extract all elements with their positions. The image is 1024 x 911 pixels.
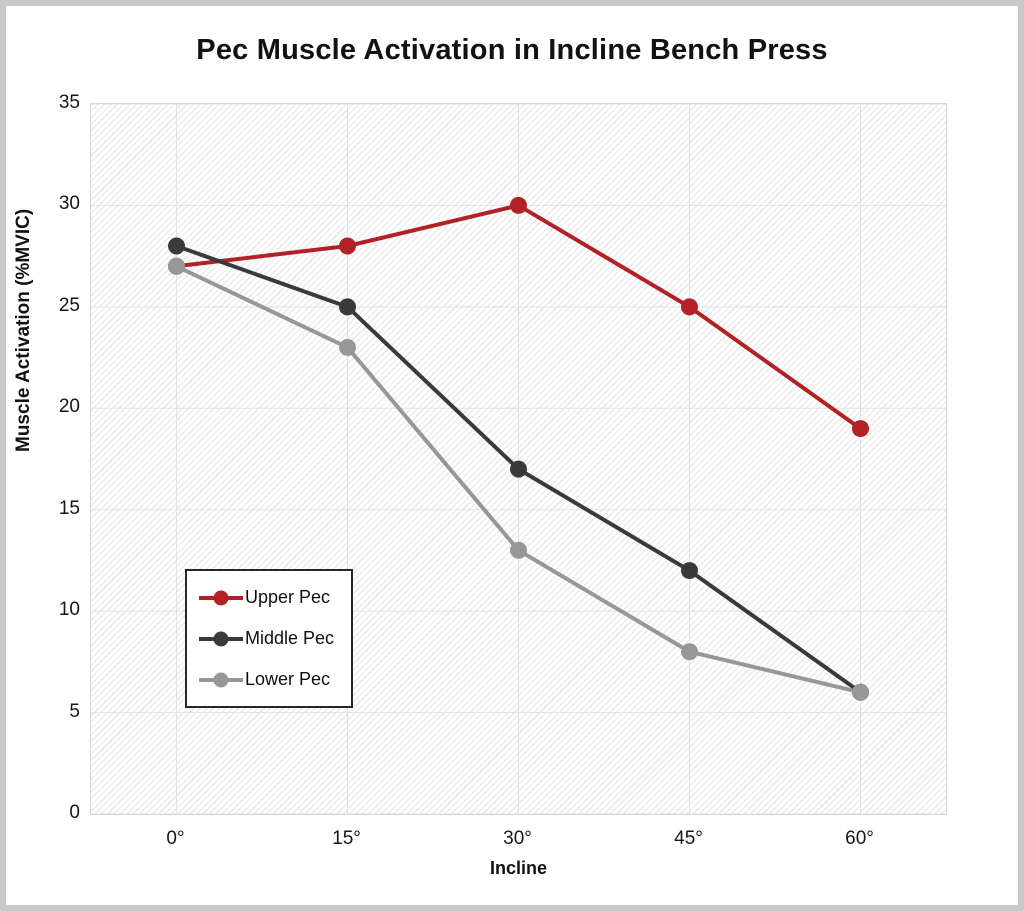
legend-swatch-lower-pec — [199, 672, 243, 687]
legend-item-lower-pec: Lower Pec — [187, 659, 351, 700]
y-tick-label: 35 — [58, 92, 80, 113]
x-tick-label: 45° — [674, 828, 703, 849]
x-tick-label: 60° — [845, 828, 874, 849]
y-tick-label: 5 — [69, 700, 80, 722]
legend-label: Lower Pec — [245, 669, 331, 689]
data-point-lower-pec — [852, 683, 869, 701]
y-tick-label: 25 — [58, 294, 80, 316]
legend-label: Middle Pec — [245, 628, 335, 648]
y-tick-label: 10 — [58, 599, 80, 621]
x-tick-label: 15° — [332, 828, 361, 849]
data-point-middle-pec — [339, 298, 356, 316]
data-point-lower-pec — [339, 338, 356, 356]
data-point-upper-pec — [339, 237, 356, 255]
legend-swatch-middle-pec — [199, 631, 243, 646]
y-tick-label: 30 — [58, 193, 80, 215]
data-point-upper-pec — [681, 298, 698, 316]
data-point-middle-pec — [168, 237, 185, 255]
data-point-upper-pec — [852, 420, 869, 438]
legend-swatch-marker — [213, 590, 229, 605]
legend-label: Upper Pec — [245, 587, 331, 607]
legend-item-upper-pec: Upper Pec — [187, 577, 351, 618]
legend-item-middle-pec: Middle Pec — [187, 618, 351, 659]
legend-swatch-marker — [213, 631, 229, 646]
data-point-lower-pec — [681, 643, 698, 661]
x-tick-label: 30° — [503, 828, 532, 849]
chart-title: Pec Muscle Activation in Incline Bench P… — [196, 34, 828, 66]
y-tick-label: 0 — [69, 802, 80, 823]
y-tick-label: 15 — [58, 497, 80, 519]
x-tick-label: 0° — [166, 828, 185, 849]
y-axis-label-text: Muscle Activation (%MVIC) — [13, 208, 34, 452]
legend-swatch-marker — [213, 672, 229, 687]
data-point-middle-pec — [510, 460, 527, 478]
plot-area — [90, 103, 947, 815]
legend: Upper Pec Middle Pec Lower Pec — [185, 569, 353, 708]
x-axis-label: Incline — [489, 858, 547, 878]
legend-swatch-upper-pec — [199, 590, 243, 605]
data-point-lower-pec — [168, 257, 185, 275]
data-point-upper-pec — [510, 196, 527, 214]
data-point-middle-pec — [681, 562, 698, 580]
y-tick-label: 20 — [58, 396, 80, 418]
data-point-lower-pec — [510, 541, 527, 559]
